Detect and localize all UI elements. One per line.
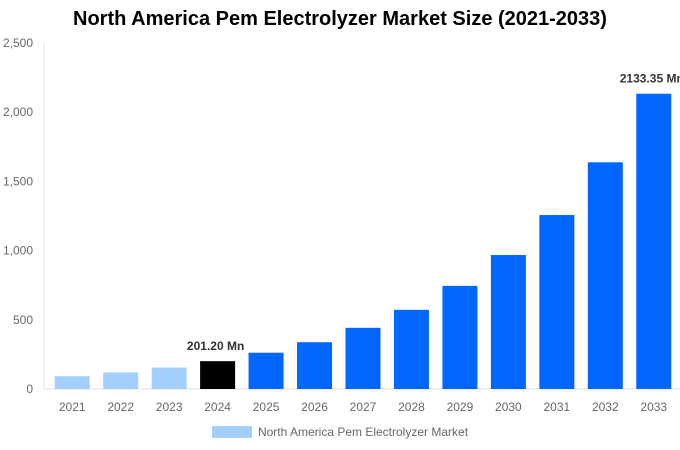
y-tick-label: 2,500 bbox=[3, 36, 33, 50]
legend-label: North America Pem Electrolyzer Market bbox=[257, 425, 469, 439]
y-tick-label: 1,500 bbox=[3, 174, 33, 188]
x-tick-label: 2032 bbox=[592, 400, 619, 414]
x-tick-label: 2031 bbox=[543, 400, 570, 414]
legend-swatch bbox=[211, 426, 252, 438]
x-tick-label: 2021 bbox=[59, 400, 86, 414]
bar-2030 bbox=[490, 255, 526, 389]
y-tick-label: 500 bbox=[13, 313, 33, 327]
bar-2029 bbox=[442, 285, 478, 389]
x-tick-label: 2023 bbox=[156, 400, 183, 414]
chart-title: North America Pem Electrolyzer Market Si… bbox=[73, 8, 607, 30]
bar-2027 bbox=[345, 327, 381, 389]
y-tick-label: 0 bbox=[26, 382, 33, 396]
y-tick-label: 1,000 bbox=[3, 244, 33, 258]
bar-2031 bbox=[539, 215, 575, 389]
legend: North America Pem Electrolyzer Market bbox=[0, 425, 680, 439]
x-tick-label: 2027 bbox=[350, 400, 377, 414]
x-tick-label: 2029 bbox=[447, 400, 474, 414]
bar-2023 bbox=[151, 367, 187, 389]
bar-2026 bbox=[297, 342, 333, 389]
x-tick-label: 2033 bbox=[640, 400, 667, 414]
x-tick-label: 2024 bbox=[204, 400, 231, 414]
data-label: 2133.35 Mn bbox=[620, 72, 680, 86]
x-tick-label: 2030 bbox=[495, 400, 522, 414]
bar-2022 bbox=[103, 372, 139, 389]
bar-2032 bbox=[587, 162, 623, 389]
y-tick-label: 2,000 bbox=[3, 105, 33, 119]
x-tick-label: 2025 bbox=[253, 400, 280, 414]
bar-2033 bbox=[636, 93, 672, 390]
data-label: 201.20 Mn bbox=[187, 339, 244, 353]
x-tick-label: 2022 bbox=[107, 400, 134, 414]
bar-2021 bbox=[54, 376, 90, 389]
bar-2028 bbox=[393, 309, 429, 389]
x-tick-label: 2028 bbox=[398, 400, 425, 414]
x-tick-label: 2026 bbox=[301, 400, 328, 414]
bar-2025 bbox=[248, 352, 284, 389]
bar-2024 bbox=[200, 361, 236, 389]
